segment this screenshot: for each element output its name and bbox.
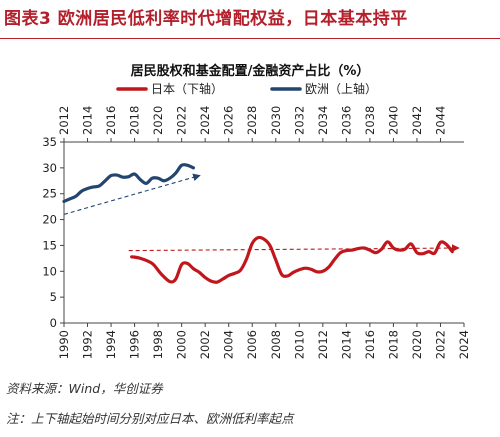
- x-bottom-tick-label: 1990: [57, 330, 71, 359]
- y-tick-label: 10: [42, 264, 57, 278]
- x-bottom-tick-label: 1996: [128, 330, 142, 359]
- axes: 0 5 10 15 20 25 30 35 1990 1992 1994 1996 1998 2000 20…: [42, 106, 471, 360]
- x-top-tick-label: 2032: [292, 106, 306, 135]
- x-top-tick-label: 2020: [151, 106, 165, 135]
- x-bottom-tick-label: 2000: [175, 330, 189, 359]
- chart-title: 居民股权和基金配置/金融资产占比（%）: [131, 63, 370, 79]
- x-top-tick-label: 2030: [269, 106, 283, 135]
- x-top-tick-label: 2028: [245, 106, 259, 135]
- x-bottom-tick-label: 1994: [104, 330, 118, 359]
- x-top-tick-label: 2018: [128, 106, 142, 135]
- x-bottom-tick-label: 1992: [81, 330, 95, 359]
- x-top-tick-label: 2042: [410, 106, 424, 135]
- x-top-tick-label: 2026: [222, 106, 236, 135]
- title-rule: [0, 38, 500, 39]
- x-top-tick-label: 2034: [316, 106, 330, 135]
- x-bottom-tick-label: 2020: [410, 330, 424, 359]
- trend-arrow: [63, 173, 201, 215]
- y-tick-label: 35: [42, 135, 57, 149]
- y-tick-label: 0: [50, 316, 57, 330]
- x-bottom-tick-label: 2006: [245, 330, 259, 359]
- x-bottom-tick-label: 2014: [339, 330, 353, 359]
- x-bottom-tick-label: 2010: [292, 330, 306, 359]
- legend-label: 欧洲（上轴）: [305, 81, 377, 96]
- x-top-tick-label: 2012: [57, 106, 71, 135]
- trend-arrow: [128, 244, 460, 252]
- y-tick-label: 15: [42, 238, 57, 252]
- x-top-tick-label: 2016: [104, 106, 118, 135]
- x-bottom-tick-label: 2002: [198, 330, 212, 359]
- y-tick-label: 5: [50, 290, 57, 304]
- x-top-tick-label: 2040: [386, 106, 400, 135]
- source-note: 资料来源：Wind，华创证券: [6, 381, 163, 396]
- x-bottom-tick-label: 1998: [151, 330, 165, 359]
- x-bottom-tick-label: 2022: [433, 330, 447, 359]
- x-top-tick-label: 2044: [433, 106, 447, 135]
- x-top-tick-label: 2022: [175, 106, 189, 135]
- x-bottom-tick-label: 2004: [222, 330, 236, 359]
- x-top-tick-label: 2014: [81, 106, 95, 135]
- legend: 日本（下轴） 欧洲（上轴）: [116, 81, 377, 96]
- y-tick-label: 30: [42, 161, 57, 175]
- x-top-tick-label: 2036: [339, 106, 353, 135]
- footnote: 注：上下轴起始时间分别对应日本、欧洲低利率起点: [6, 411, 294, 426]
- x-bottom-tick-label: 2012: [316, 330, 330, 359]
- x-bottom-tick-label: 2008: [269, 330, 283, 359]
- series-line: [130, 235, 454, 284]
- line-chart: 居民股权和基金配置/金融资产占比（%） 日本（下轴） 欧洲（上轴） 0 5 10 15 2…: [42, 63, 471, 360]
- series-line: [62, 162, 196, 204]
- x-bottom-tick-label: 2016: [363, 330, 377, 359]
- figure-title: 图表3 欧洲居民低利率时代增配权益，日本基本持平: [4, 9, 408, 29]
- y-tick-label: 20: [42, 213, 57, 227]
- x-top-tick-label: 2024: [198, 106, 212, 135]
- legend-label: 日本（下轴）: [151, 81, 223, 96]
- x-top-tick-label: 2038: [363, 106, 377, 135]
- x-bottom-tick-label: 2018: [386, 330, 400, 359]
- series-lines: [62, 162, 454, 284]
- y-tick-label: 25: [42, 187, 57, 201]
- x-bottom-tick-label: 2024: [457, 330, 471, 359]
